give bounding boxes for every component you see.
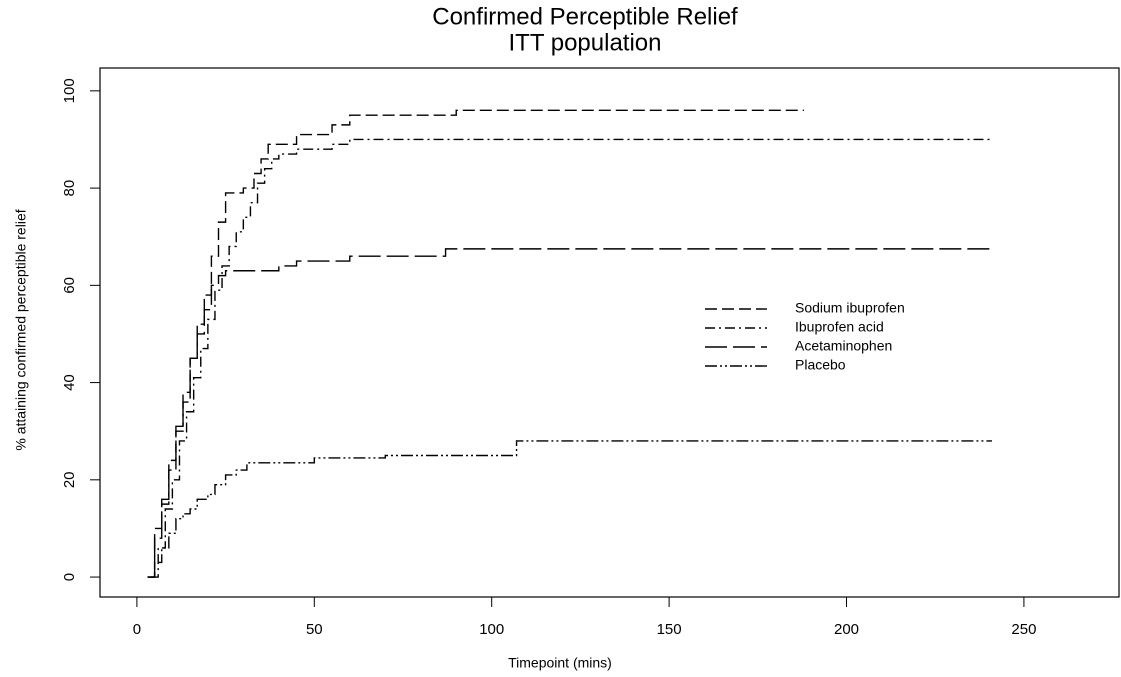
series-line <box>151 138 992 578</box>
x-tick-label: 250 <box>1011 621 1036 638</box>
series-line <box>147 248 992 578</box>
x-tick-label: 100 <box>479 621 504 638</box>
chart-subtitle: ITT population <box>509 29 662 56</box>
y-tick-label: 0 <box>61 573 78 581</box>
x-tick-label: 50 <box>306 621 323 638</box>
y-tick-label: 100 <box>61 78 78 103</box>
y-axis-label: % attaining confirmed perceptible relief <box>13 209 29 450</box>
x-tick-label: 0 <box>133 621 141 638</box>
x-tick-label: 200 <box>834 621 859 638</box>
x-axis-label: Timepoint (mins) <box>508 655 612 671</box>
y-tick-label: 40 <box>61 374 78 391</box>
legend-label: Placebo <box>795 357 846 373</box>
legend-label: Sodium ibuprofen <box>795 300 905 316</box>
series-line <box>147 109 804 578</box>
y-tick-label: 60 <box>61 277 78 294</box>
chart-title: Confirmed Perceptible Relief <box>432 3 738 30</box>
legend-label: Ibuprofen acid <box>795 319 884 335</box>
x-tick-label: 150 <box>657 621 682 638</box>
plot-frame <box>99 67 1120 598</box>
y-tick-label: 20 <box>61 471 78 488</box>
legend-label: Acetaminophen <box>795 338 892 354</box>
y-tick-label: 80 <box>61 180 78 197</box>
series-line <box>147 440 992 578</box>
